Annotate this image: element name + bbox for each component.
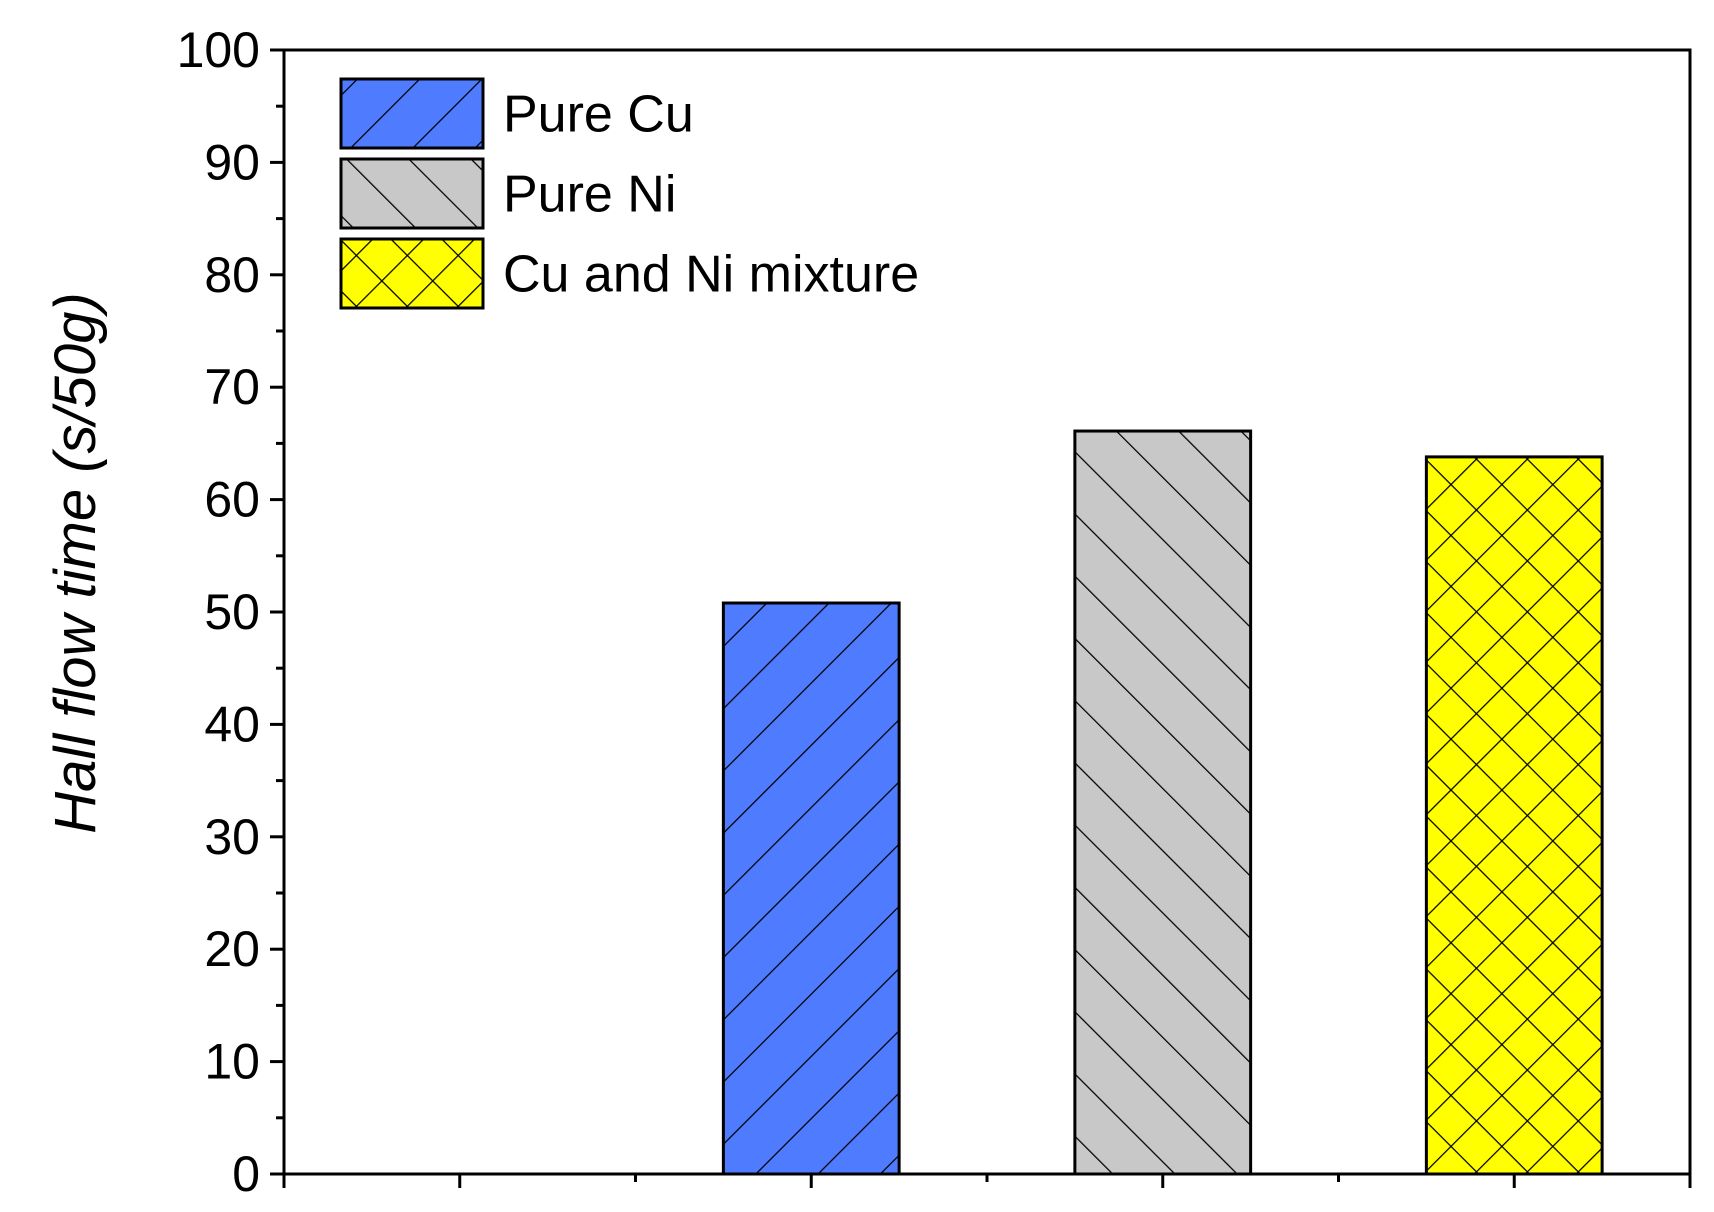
legend-label: Cu and Ni mixture	[503, 246, 919, 304]
bar-0	[721, 601, 901, 1176]
y-tick-label: 60	[204, 472, 260, 528]
legend-label: Pure Cu	[503, 86, 694, 144]
legend-item-1: Pure Ni	[339, 157, 676, 230]
legend-label: Pure Ni	[503, 166, 676, 224]
y-axis-title: Hall flow time (s/50g)	[43, 292, 108, 833]
x-axis-ticks	[282, 1174, 1692, 1188]
y-tick-label: 50	[204, 584, 260, 640]
legend: Pure Cu Pure Ni Cu and Ni mixture	[339, 77, 919, 310]
legend-item-2: Cu and Ni mixture	[339, 237, 919, 310]
y-tick-label: 40	[204, 696, 260, 752]
y-tick-label: 100	[177, 22, 260, 78]
y-tick-label: 20	[204, 921, 260, 977]
y-axis-ticks: 0 10 20 30 40 50 60 70 80 90 100	[177, 22, 284, 1202]
legend-swatch	[339, 237, 485, 310]
legend-item-0: Pure Cu	[339, 77, 694, 150]
bar-1	[1073, 429, 1253, 1176]
y-tick-label: 10	[204, 1034, 260, 1090]
y-tick-label: 0	[232, 1146, 260, 1202]
y-tick-label: 80	[204, 247, 260, 303]
y-tick-label: 70	[204, 359, 260, 415]
y-tick-label: 30	[204, 809, 260, 865]
y-tick-label: 90	[204, 134, 260, 190]
legend-swatch	[339, 77, 485, 150]
legend-swatch	[339, 157, 485, 230]
bars	[721, 429, 1604, 1176]
bar-2	[1424, 455, 1604, 1176]
